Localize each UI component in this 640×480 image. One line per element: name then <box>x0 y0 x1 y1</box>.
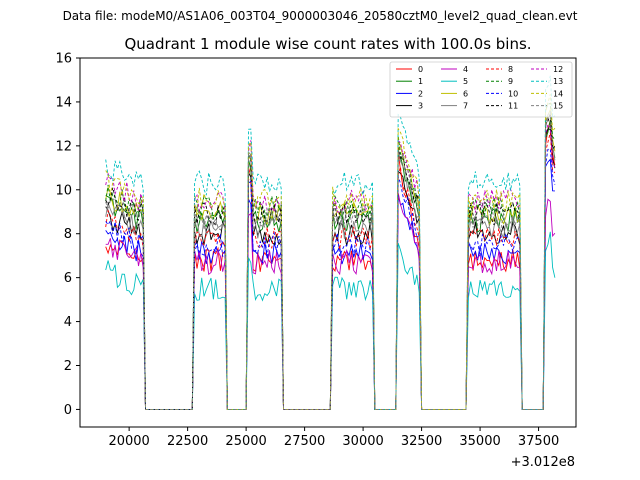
axes-frame <box>79 57 577 428</box>
x-offset-label: +3.012e8 <box>511 455 575 470</box>
series-line-1 <box>105 120 556 410</box>
x-tick-label: 30000 <box>342 434 383 449</box>
series-line-15 <box>105 110 556 410</box>
y-tick-label: 10 <box>55 183 72 198</box>
legend-label-9: 9 <box>508 77 513 86</box>
series-line-7 <box>105 114 556 410</box>
series-line-13 <box>105 75 556 410</box>
series-line-3 <box>105 128 556 410</box>
y-tick-label: 14 <box>55 95 72 110</box>
axes: 20000 22500 25000 27500 30000 32500 35000 37500… <box>55 52 577 449</box>
series-line-11 <box>105 113 556 410</box>
plot-area <box>105 75 556 410</box>
y-tick-label: 12 <box>55 139 72 154</box>
y-tick-label: 4 <box>64 315 72 330</box>
chart-title: Quadrant 1 module wise count rates with … <box>124 35 531 53</box>
x-tick-label: 35000 <box>459 434 500 449</box>
y-tick-label: 6 <box>64 271 72 286</box>
legend-label-7: 7 <box>463 102 468 111</box>
legend-label-2: 2 <box>418 89 423 98</box>
legend-label-14: 14 <box>553 89 563 98</box>
y-tick-label: 16 <box>55 52 72 67</box>
legend-label-8: 8 <box>508 65 513 74</box>
series-line-14 <box>105 94 556 410</box>
x-tick-label: 20000 <box>108 434 149 449</box>
y-tick-label: 8 <box>64 227 72 242</box>
legend-label-10: 10 <box>508 89 518 98</box>
legend-label-6: 6 <box>463 89 468 98</box>
y-tick-label: 0 <box>64 403 72 418</box>
legend-label-13: 13 <box>553 77 563 86</box>
series-line-10 <box>105 148 556 410</box>
legend-label-12: 12 <box>553 65 563 74</box>
legend-box <box>389 61 573 118</box>
legend-label-3: 3 <box>418 102 423 111</box>
x-tick-label: 32500 <box>401 434 442 449</box>
legend-label-1: 1 <box>418 77 423 86</box>
x-tick-label: 22500 <box>167 434 208 449</box>
x-tick-label: 37500 <box>518 434 559 449</box>
series-line-9 <box>105 102 556 410</box>
legend-label-4: 4 <box>463 65 468 74</box>
x-tick-label: 25000 <box>225 434 266 449</box>
figure-suptitle: Data file: modeM0/AS1A06_003T04_90000030… <box>63 9 578 23</box>
legend-label-11: 11 <box>508 102 518 111</box>
y-tick-label: 2 <box>64 359 72 374</box>
legend-label-0: 0 <box>418 65 423 74</box>
series-line-0 <box>105 120 556 410</box>
series-line-12 <box>105 123 556 410</box>
legend-label-5: 5 <box>463 77 468 86</box>
x-tick-label: 27500 <box>284 434 325 449</box>
series-line-6 <box>105 109 556 410</box>
legend-label-15: 15 <box>553 102 563 111</box>
